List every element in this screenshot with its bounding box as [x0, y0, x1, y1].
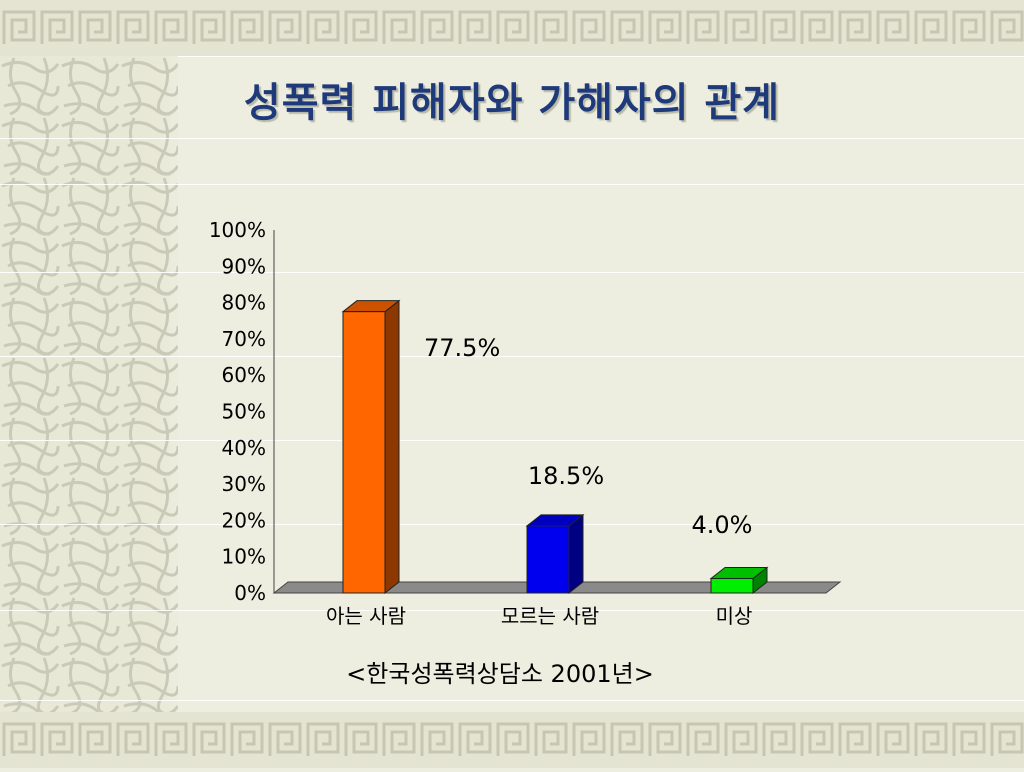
source-caption: <한국성폭력상담소 2001년> — [346, 660, 654, 688]
divider-line — [0, 700, 1024, 701]
y-tick-label: 20% — [222, 508, 266, 532]
divider-line — [0, 184, 1024, 185]
crackle-pattern — [0, 56, 178, 712]
divider-line — [0, 524, 1024, 525]
y-tick-label: 70% — [222, 327, 266, 351]
y-tick-label: 90% — [222, 254, 266, 278]
slide-title: 성폭력 피해자와 가해자의 관계 — [243, 79, 781, 126]
divider-line — [0, 56, 1024, 57]
divider-line — [0, 272, 1024, 273]
bar-front-face — [526, 525, 570, 594]
y-tick-label: 40% — [222, 436, 266, 460]
divider-line — [0, 610, 1024, 611]
data-label: 4.0% — [692, 511, 753, 539]
y-tick-label: 100% — [209, 218, 266, 242]
data-label: 77.5% — [424, 334, 500, 362]
x-category-label: 미상 — [716, 604, 753, 628]
y-tick-label: 0% — [234, 581, 266, 605]
y-tick-label: 30% — [222, 472, 266, 496]
top-decorative-border — [0, 0, 1024, 56]
divider-line — [0, 440, 1024, 441]
bottom-decorative-border — [0, 712, 1024, 768]
divider-line — [0, 138, 1024, 139]
bar-side-face — [384, 299, 400, 595]
y-tick-label: 80% — [222, 291, 266, 315]
bar-2 — [525, 513, 585, 595]
bar-front-face — [342, 311, 386, 594]
x-category-label: 모르는 사람 — [501, 604, 599, 628]
bar-1 — [341, 299, 401, 595]
x-category-label: 아는 사람 — [326, 604, 406, 628]
data-label: 18.5% — [528, 462, 604, 490]
bar-3 — [709, 566, 769, 595]
bar-front-face — [710, 577, 754, 594]
meander-pattern-top — [0, 8, 1024, 48]
y-tick-label: 50% — [222, 400, 266, 424]
y-tick-label: 60% — [222, 363, 266, 387]
meander-pattern-bottom — [0, 720, 1024, 760]
left-decorative-panel — [0, 56, 178, 712]
divider-line — [0, 356, 1024, 357]
y-tick-label: 10% — [222, 545, 266, 569]
bar-side-face — [568, 513, 584, 595]
